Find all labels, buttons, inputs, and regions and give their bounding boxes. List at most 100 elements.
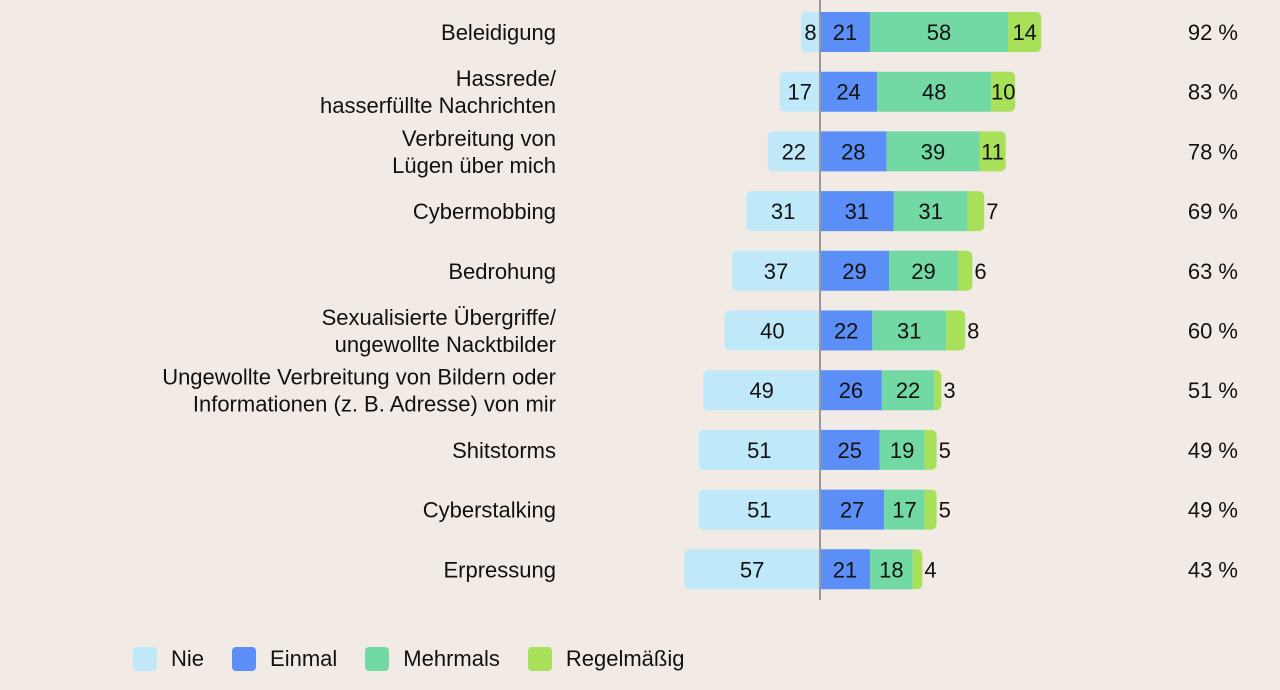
bar-row: Cyberstalking 51 27 17 5 49 % xyxy=(423,489,1238,530)
data-label: 11 xyxy=(981,139,1004,164)
bar-segment-nie xyxy=(779,71,820,112)
category-label-line: Beleidigung xyxy=(441,20,556,45)
category-label: Cybermobbing xyxy=(413,199,556,224)
bar-segment-nie xyxy=(724,310,820,351)
bar-segment-mehrmals xyxy=(877,71,992,112)
data-label: 21 xyxy=(833,557,857,582)
bar-segment-nie xyxy=(698,429,820,470)
bar-segment-nie xyxy=(800,12,820,52)
bar-segment-mehrmals xyxy=(893,191,968,232)
legend-label: Regelmäßig xyxy=(565,646,685,671)
bar-row: Hassrede/hasserfüllte Nachrichten 17 24 48 1… xyxy=(320,66,1238,118)
data-label: 28 xyxy=(841,139,865,164)
category-label: Shitstorms xyxy=(452,438,556,463)
total-label: 49 % xyxy=(1188,438,1238,463)
data-label: 58 xyxy=(927,20,951,45)
data-label: 31 xyxy=(771,199,795,224)
bar-segment-nie xyxy=(767,131,820,172)
bar-segment-einmal xyxy=(820,191,894,232)
total-label: 51 % xyxy=(1188,378,1238,403)
bar-segment-nie xyxy=(703,370,820,411)
bar-segment-einmal xyxy=(820,71,878,112)
bar-row: Cybermobbing 31 31 31 7 69 % xyxy=(413,191,1238,232)
legend-item-einmal: Einmal xyxy=(232,646,337,672)
data-label: 22 xyxy=(782,139,806,164)
data-label: 8 xyxy=(804,20,816,45)
data-label: 49 xyxy=(749,378,773,403)
bar-segment-einmal xyxy=(820,12,870,52)
data-label: 48 xyxy=(922,80,946,105)
bar-segment-mehrmals xyxy=(869,12,1009,52)
bar-segment-mehrmals xyxy=(872,310,947,351)
bar-segment-regelmaessig xyxy=(958,250,973,291)
bar-segment-regelmaessig xyxy=(1008,12,1042,52)
bar-segment-regelmaessig xyxy=(946,310,966,351)
bar-row: Shitstorms 51 25 19 5 49 % xyxy=(452,429,1238,470)
data-label: 17 xyxy=(788,80,812,105)
bar-segment-regelmaessig xyxy=(934,370,942,411)
bar-segment-nie xyxy=(731,250,820,291)
bar-segment-einmal xyxy=(820,131,887,172)
data-label: 29 xyxy=(911,259,935,284)
category-label-line: Shitstorms xyxy=(452,438,556,463)
legend-swatch xyxy=(527,647,552,671)
data-label: 6 xyxy=(974,259,986,284)
category-label: Beleidigung xyxy=(441,20,556,45)
data-label: 24 xyxy=(836,80,860,105)
bar-row: Ungewollte Verbreitung von Bildern oder I… xyxy=(162,365,1238,417)
data-label: 10 xyxy=(991,80,1015,105)
data-label: 31 xyxy=(918,199,942,224)
data-label: 8 xyxy=(967,319,979,344)
data-label: 5 xyxy=(939,498,951,523)
data-label: 22 xyxy=(896,378,920,403)
bar-segment-einmal xyxy=(820,429,880,470)
data-label: 31 xyxy=(897,319,921,344)
data-label: 27 xyxy=(840,498,864,523)
data-label: 40 xyxy=(760,319,784,344)
bar-row: Erpressung 57 21 18 4 43 % xyxy=(443,549,1238,590)
category-label: Ungewollte Verbreitung von Bildern oder I… xyxy=(162,365,556,417)
bar-segment-einmal xyxy=(820,310,873,351)
bar-segment-regelmaessig xyxy=(991,71,1016,112)
category-label: Erpressung xyxy=(443,557,556,582)
data-label: 31 xyxy=(845,199,869,224)
data-label: 22 xyxy=(834,319,858,344)
bar-segment-mehrmals xyxy=(884,489,925,530)
data-label: 7 xyxy=(986,199,998,224)
bar-segment-einmal xyxy=(820,549,870,590)
bar-segment-mehrmals xyxy=(881,370,935,411)
data-label: 18 xyxy=(879,557,903,582)
category-label-line: Cyberstalking xyxy=(423,498,556,523)
total-label: 43 % xyxy=(1188,557,1238,582)
data-label: 14 xyxy=(1012,20,1036,45)
data-label: 25 xyxy=(838,438,862,463)
bar-segment-mehrmals xyxy=(879,429,925,470)
category-label-line: Sexualisierte Übergriffe/ xyxy=(322,305,557,330)
bar-segment-mehrmals xyxy=(886,131,980,172)
data-label: 4 xyxy=(924,557,936,582)
bar-row: Bedrohung 37 29 29 6 63 % xyxy=(448,250,1238,291)
bar-segment-nie xyxy=(684,549,820,590)
category-label-line: Informationen (z. B. Adresse) von mir xyxy=(193,392,556,417)
category-label: Verbreitung von Lügen über mich xyxy=(392,126,556,178)
bar-segment-regelmaessig xyxy=(967,191,985,232)
data-label: 51 xyxy=(747,498,771,523)
total-label: 69 % xyxy=(1188,199,1238,224)
bar-segment-nie xyxy=(698,489,820,530)
total-label: 63 % xyxy=(1188,259,1238,284)
data-label: 29 xyxy=(842,259,866,284)
legend-swatch xyxy=(232,647,257,671)
legend-item-regelmaessig: Regelmäßig xyxy=(527,646,685,672)
category-label-line: Lügen über mich xyxy=(392,153,556,178)
data-label: 5 xyxy=(939,438,951,463)
bar-segment-einmal xyxy=(820,370,882,411)
category-label-line: ungewollte Nacktbilder xyxy=(335,332,556,357)
data-label: 3 xyxy=(943,378,955,403)
data-label: 37 xyxy=(764,259,788,284)
category-label: Sexualisierte Übergriffe/ungewollte Nack… xyxy=(322,305,557,357)
total-label: 83 % xyxy=(1188,80,1238,105)
total-label: 78 % xyxy=(1188,139,1238,164)
bar-segment-regelmaessig xyxy=(912,549,923,590)
total-label: 49 % xyxy=(1188,498,1238,523)
category-label: Hassrede/hasserfüllte Nachrichten xyxy=(320,66,557,118)
